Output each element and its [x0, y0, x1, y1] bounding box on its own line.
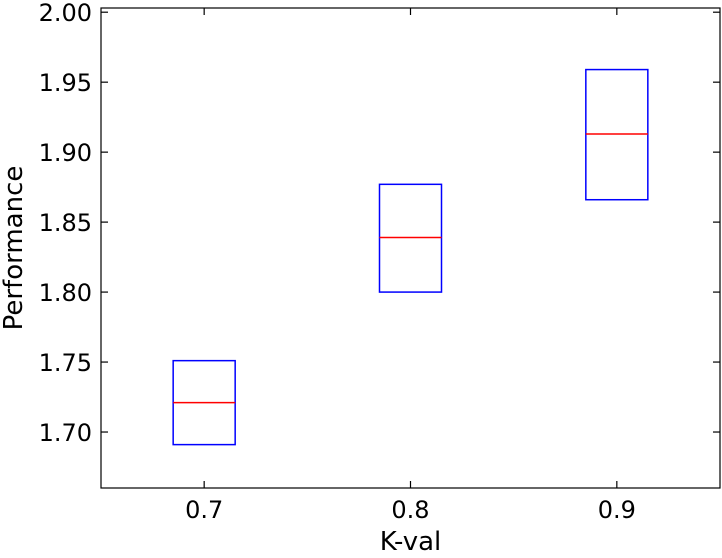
- plot-frame: [100, 7, 721, 489]
- y-tick-label: 1.70: [39, 419, 92, 447]
- y-tick-label: 1.95: [39, 69, 92, 97]
- x-tick-label: 0.7: [185, 496, 223, 524]
- y-tick-label: 1.90: [39, 139, 92, 167]
- boxes-layer: [172, 68, 649, 446]
- y-tick-label: 2.00: [39, 0, 92, 27]
- y-tick-label: 1.75: [39, 349, 92, 377]
- y-tick-label: 1.80: [39, 279, 92, 307]
- x-axis-label: K-val: [380, 527, 442, 557]
- x-axis: 0.7 0.8 0.9: [185, 8, 636, 524]
- y-axis-label: Performance: [0, 166, 29, 331]
- y-axis: 1.70 1.75 1.80 1.85 1.90 1.95 2.00: [39, 0, 720, 447]
- y-tick-label: 1.85: [39, 209, 92, 237]
- x-tick-label: 0.9: [598, 496, 636, 524]
- x-tick-label: 0.8: [391, 496, 429, 524]
